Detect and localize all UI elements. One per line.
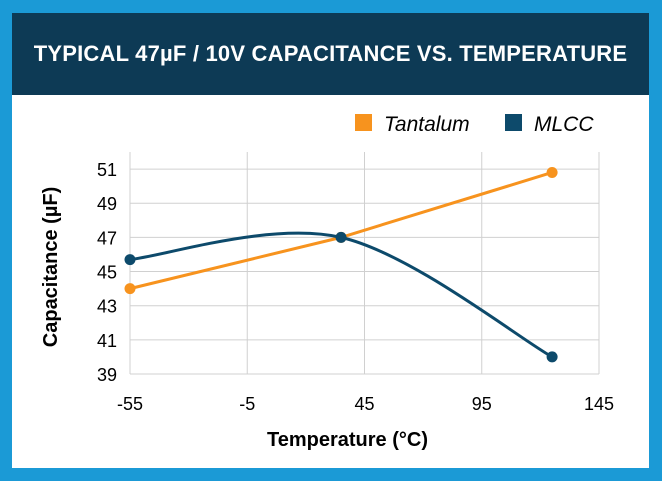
y-tick-label: 39: [97, 365, 117, 385]
tantalum-legend-swatch: [355, 114, 372, 131]
mlcc-data-point: [546, 351, 558, 363]
x-tick-label: -5: [239, 394, 255, 414]
y-tick-label: 41: [97, 331, 117, 351]
chart-title: TYPICAL 47µF / 10V CAPACITANCE VS. TEMPE…: [33, 41, 628, 66]
y-axis-label: Capacitance (µF): [40, 187, 62, 347]
mlcc-series-line: [128, 231, 554, 359]
y-tick-label: 51: [97, 160, 117, 180]
mlcc-data-point: [335, 231, 347, 243]
mlcc-legend-label: MLCC: [534, 113, 594, 136]
tantalum-data-point: [546, 166, 558, 178]
mlcc-data-point: [124, 254, 136, 266]
title-bar: TYPICAL 47µF / 10V CAPACITANCE VS. TEMPE…: [12, 13, 649, 95]
x-axis-label: Temperature (°C): [267, 429, 428, 451]
tantalum-legend-label: Tantalum: [384, 113, 470, 136]
chart-frame: TYPICAL 47µF / 10V CAPACITANCE VS. TEMPE…: [12, 13, 649, 468]
y-tick-label: 43: [97, 297, 117, 317]
x-tick-label: 45: [354, 394, 374, 414]
x-tick-label: -55: [117, 394, 143, 414]
mlcc-legend-swatch: [505, 114, 522, 131]
y-tick-label: 49: [97, 194, 117, 214]
x-tick-label: 145: [584, 394, 614, 414]
y-tick-label: 47: [97, 228, 117, 248]
tantalum-data-point: [124, 283, 136, 295]
y-tick-label: 45: [97, 263, 117, 283]
x-tick-label: 95: [472, 394, 492, 414]
